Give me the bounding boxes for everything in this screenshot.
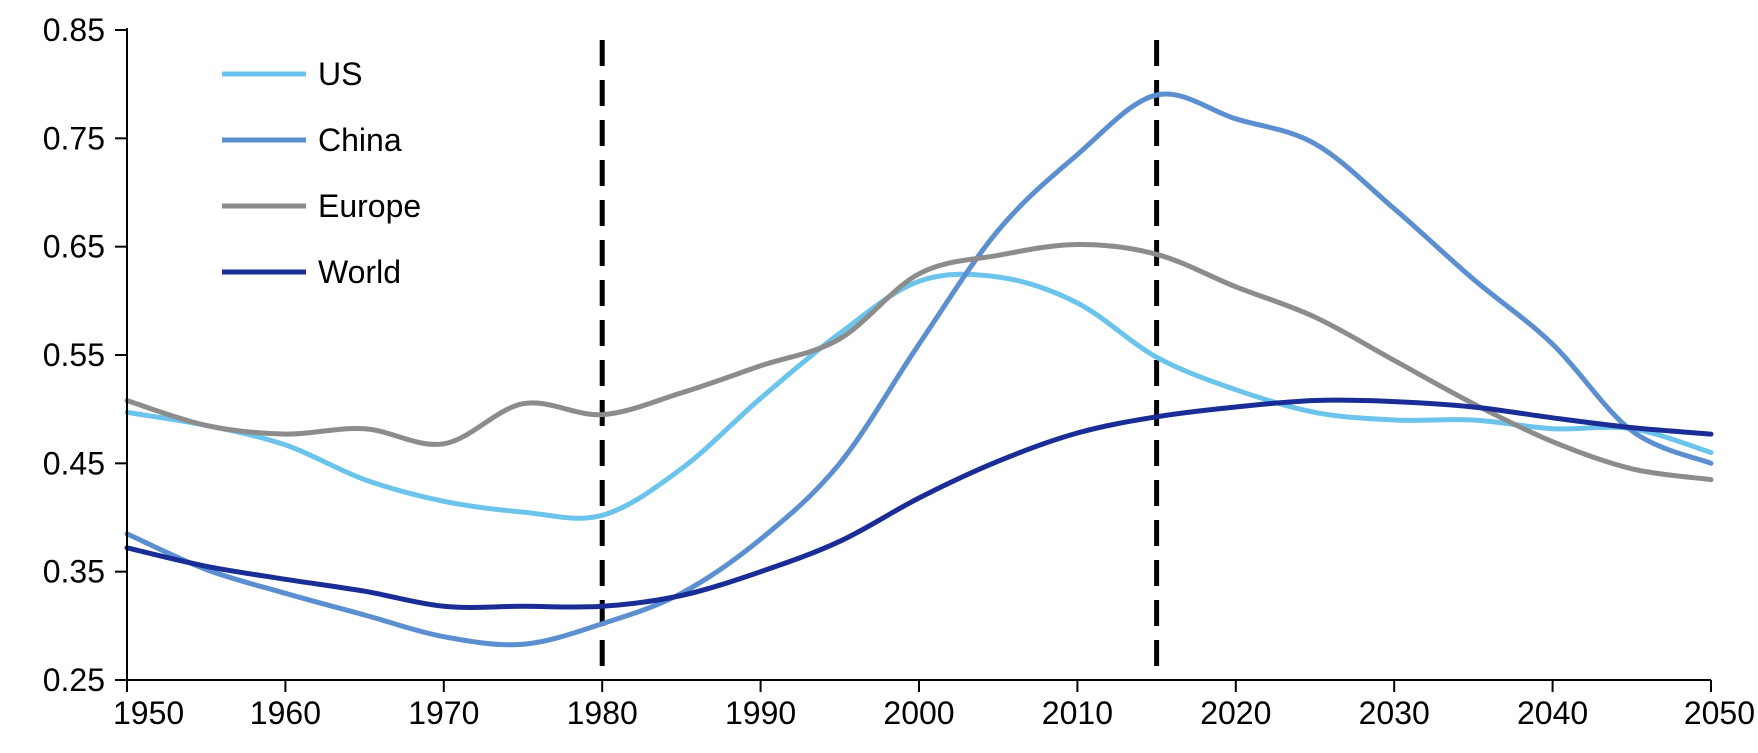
axes: 0.25 0.35 0.45 0.55 0.65 0.75 0.85 1950 1960 1970… [43,12,1755,731]
y-tick-label: 0.85 [43,12,105,48]
legend-label: US [318,56,362,92]
series-line-us [124,271,1714,521]
y-tick-label: 0.65 [43,229,105,265]
y-tick-label: 0.75 [43,120,105,156]
x-tick-label: 2030 [1359,695,1430,731]
y-tick-label: 0.35 [43,554,105,590]
legend-label: World [318,254,401,290]
x-tick-label: 2050 [1684,695,1755,731]
legend-item-us: US [222,56,362,92]
series-lines [124,91,1714,648]
series-line-europe [124,241,1714,483]
x-tick-label: 1970 [408,695,479,731]
series-line-world [124,397,1714,610]
y-tick-label: 0.45 [43,445,105,481]
legend: US China Europe World [222,56,421,290]
x-tick-label: 1960 [250,695,321,731]
x-tick-label: 1950 [113,695,184,731]
x-tick-label: 2000 [883,695,954,731]
legend-item-europe: Europe [222,188,421,224]
series-line-china [124,91,1714,648]
x-tick-label: 2020 [1200,695,1271,731]
y-tick-label: 0.55 [43,337,105,373]
legend-label: Europe [318,188,421,224]
legend-label: China [318,122,402,158]
vertical-markers [599,40,1160,680]
y-tick-label: 0.25 [43,662,105,698]
x-tick-label: 1980 [567,695,638,731]
legend-item-world: World [222,254,401,290]
x-tick-label: 1990 [725,695,796,731]
x-tick-label: 2010 [1042,695,1113,731]
legend-item-china: China [222,122,402,158]
x-tick-label: 2040 [1517,695,1588,731]
